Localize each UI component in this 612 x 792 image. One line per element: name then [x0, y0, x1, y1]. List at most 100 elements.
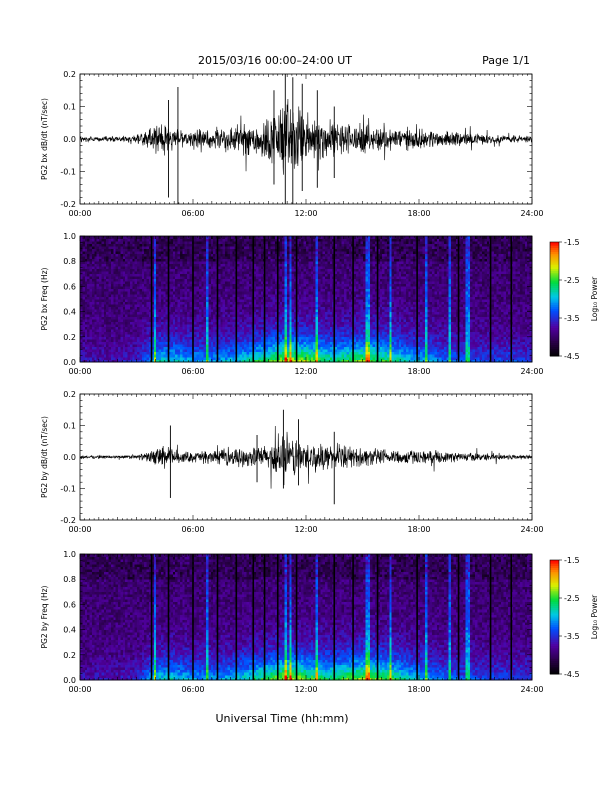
cell: [246, 278, 250, 282]
cell: [239, 296, 243, 300]
cell: [272, 334, 276, 338]
cell: [289, 271, 293, 275]
cell: [163, 339, 166, 343]
cell: [289, 268, 293, 272]
cell: [222, 306, 226, 310]
cell: [122, 273, 126, 277]
cell: [184, 311, 188, 315]
cell: [106, 339, 109, 343]
cell: [187, 324, 190, 328]
cell: [144, 304, 147, 307]
cell: [289, 319, 293, 322]
cell: [108, 253, 112, 257]
cell: [237, 291, 240, 295]
cell: [115, 304, 119, 307]
cell: [213, 241, 216, 244]
cell: [284, 276, 288, 280]
cell: [220, 331, 224, 335]
cell: [127, 286, 131, 290]
cell: [118, 256, 121, 259]
cell: [177, 354, 181, 358]
cell: [237, 346, 240, 350]
cell: [294, 319, 297, 322]
cell: [99, 301, 102, 305]
cell: [244, 336, 247, 340]
cell: [125, 344, 128, 348]
cell: [134, 316, 138, 320]
cell: [108, 301, 112, 305]
cell: [265, 268, 269, 272]
cell: [298, 261, 302, 265]
cell: [286, 256, 290, 259]
cell: [246, 346, 250, 350]
cell: [260, 256, 264, 259]
cell: [301, 241, 304, 244]
cell: [260, 276, 264, 280]
cell: [110, 324, 114, 328]
cell: [170, 293, 174, 297]
cell: [141, 354, 145, 358]
cell: [141, 351, 145, 355]
cell: [108, 251, 112, 254]
cell: [132, 263, 136, 267]
cell: [272, 319, 276, 322]
cell: [296, 334, 300, 338]
cell: [294, 256, 297, 259]
cell: [244, 299, 247, 302]
cell: [99, 346, 102, 350]
cell: [120, 331, 124, 335]
cell: [225, 291, 228, 295]
cell: [244, 248, 247, 252]
cell: [163, 253, 166, 257]
cell: [206, 238, 209, 242]
cell: [303, 359, 307, 363]
cell: [179, 291, 183, 295]
cell: [158, 346, 162, 350]
cell: [87, 278, 90, 282]
cell: [168, 253, 171, 257]
cell: [127, 248, 131, 252]
cell: [272, 314, 276, 317]
cell: [227, 276, 231, 280]
cell: [177, 281, 181, 285]
cell: [144, 276, 147, 280]
cell: [239, 268, 243, 272]
cell: [184, 256, 188, 259]
cell: [134, 344, 138, 348]
cell: [260, 278, 264, 282]
cell: [265, 304, 269, 307]
cell: [277, 258, 281, 262]
cell: [115, 256, 119, 259]
cell: [165, 263, 169, 267]
cell: [203, 263, 207, 267]
x-tick-label: 12:00: [294, 209, 317, 218]
cell: [220, 304, 224, 307]
cell: [80, 246, 83, 249]
cell: [222, 273, 226, 277]
cell: [158, 344, 162, 348]
cell: [201, 263, 205, 267]
cell: [125, 309, 128, 312]
cell: [184, 266, 188, 270]
cell: [110, 248, 114, 252]
cell: [103, 261, 107, 265]
cell: [103, 356, 107, 360]
cell: [170, 354, 174, 358]
cell: [210, 266, 214, 270]
cell: [160, 291, 164, 295]
cell: [282, 341, 285, 345]
cell: [256, 281, 259, 285]
cell: [165, 268, 169, 272]
cell: [110, 339, 114, 343]
cell: [84, 304, 88, 307]
cell: [91, 339, 95, 343]
cell: [232, 329, 235, 333]
cell: [141, 344, 145, 348]
cell: [168, 301, 171, 305]
cell: [267, 334, 271, 338]
cell: [229, 301, 233, 305]
cell: [87, 256, 90, 259]
cell: [158, 256, 162, 259]
cell: [232, 321, 235, 325]
cell: [203, 283, 207, 287]
